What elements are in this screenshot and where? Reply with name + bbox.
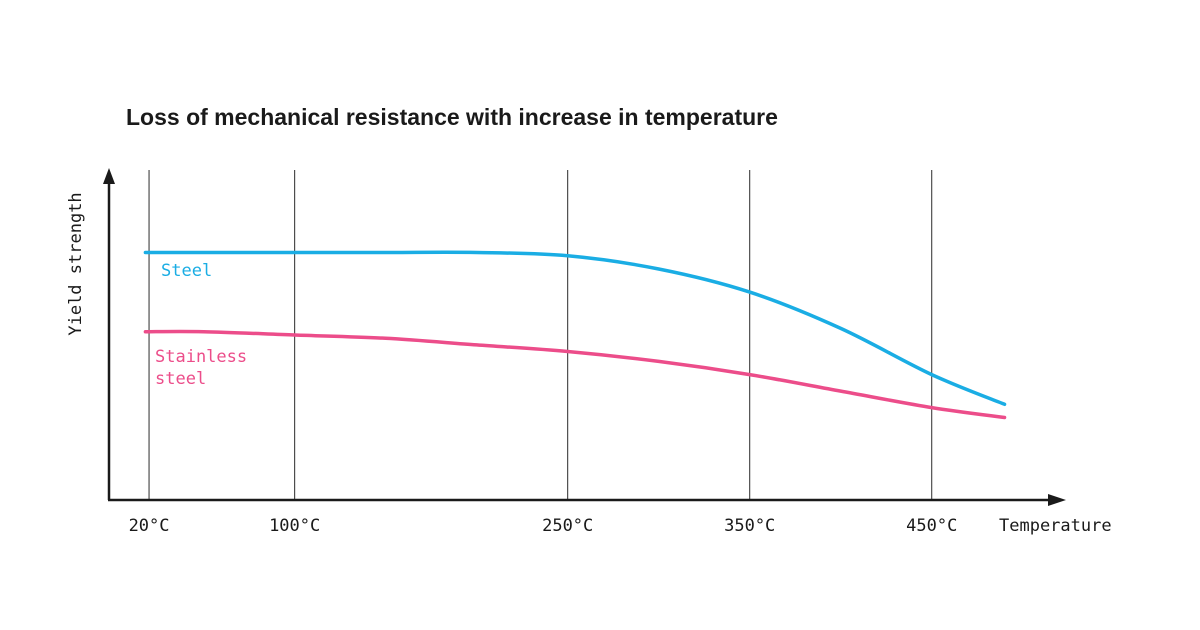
series-label: steel (155, 369, 206, 389)
x-tick-label: 20°C (129, 516, 170, 536)
x-axis-label: Temperature (999, 516, 1112, 536)
x-axis-arrow (1048, 494, 1066, 506)
series-line-steel (143, 250, 1007, 407)
y-axis-label: Yield strength (66, 192, 86, 335)
series-line-stainless-steel (143, 329, 1007, 420)
series-label: Steel (161, 261, 212, 281)
series-lines (143, 250, 1007, 420)
series-label: Stainless (155, 347, 247, 367)
chart-title: Loss of mechanical resistance with incre… (126, 104, 778, 130)
x-tick-labels: 20°C 100°C 250°C 350°C 450°C (129, 516, 958, 536)
y-axis-arrow (103, 168, 115, 184)
axes (103, 168, 1066, 506)
x-tick-label: 100°C (269, 516, 320, 536)
x-tick-label: 250°C (542, 516, 593, 536)
x-tick-label: 450°C (906, 516, 957, 536)
x-tick-label: 350°C (724, 516, 775, 536)
